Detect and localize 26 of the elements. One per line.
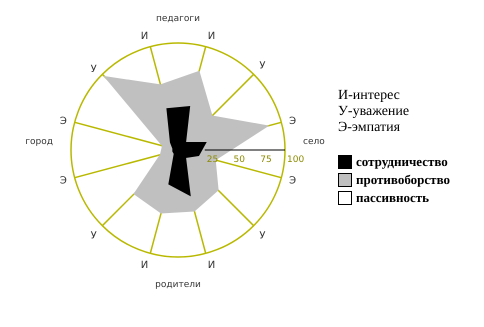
spoke-label: Э bbox=[289, 116, 296, 127]
spoke-label: Э bbox=[289, 175, 296, 186]
text: пассивность bbox=[356, 190, 430, 206]
y-tick-label: 25 bbox=[206, 155, 218, 165]
y-tick-label: 75 bbox=[260, 155, 272, 165]
text: Э-эмпатия bbox=[338, 120, 402, 136]
y-tick-label: 50 bbox=[234, 155, 246, 165]
legend-label: сотрудничество bbox=[356, 154, 448, 170]
spoke-label: У bbox=[259, 60, 266, 72]
spoke-label: Э bbox=[60, 116, 67, 127]
text: родители bbox=[155, 280, 201, 290]
text: У-уважение bbox=[338, 104, 410, 120]
legend-label: противоборство bbox=[356, 172, 450, 188]
spoke-label: И bbox=[208, 260, 216, 272]
text: И-интерес bbox=[338, 88, 401, 104]
spoke-label: У bbox=[259, 230, 266, 242]
text: город bbox=[25, 137, 53, 147]
spoke-label: У bbox=[90, 230, 97, 242]
text: педагоги bbox=[156, 14, 200, 24]
y-tick-label: 100 bbox=[287, 155, 304, 165]
spoke-label: И bbox=[140, 260, 148, 272]
spoke-label: И bbox=[140, 30, 148, 42]
spoke-label: И bbox=[208, 30, 216, 42]
spoke-label: Э bbox=[60, 175, 67, 186]
spoke-label: У bbox=[90, 64, 97, 76]
text: село bbox=[303, 137, 326, 147]
